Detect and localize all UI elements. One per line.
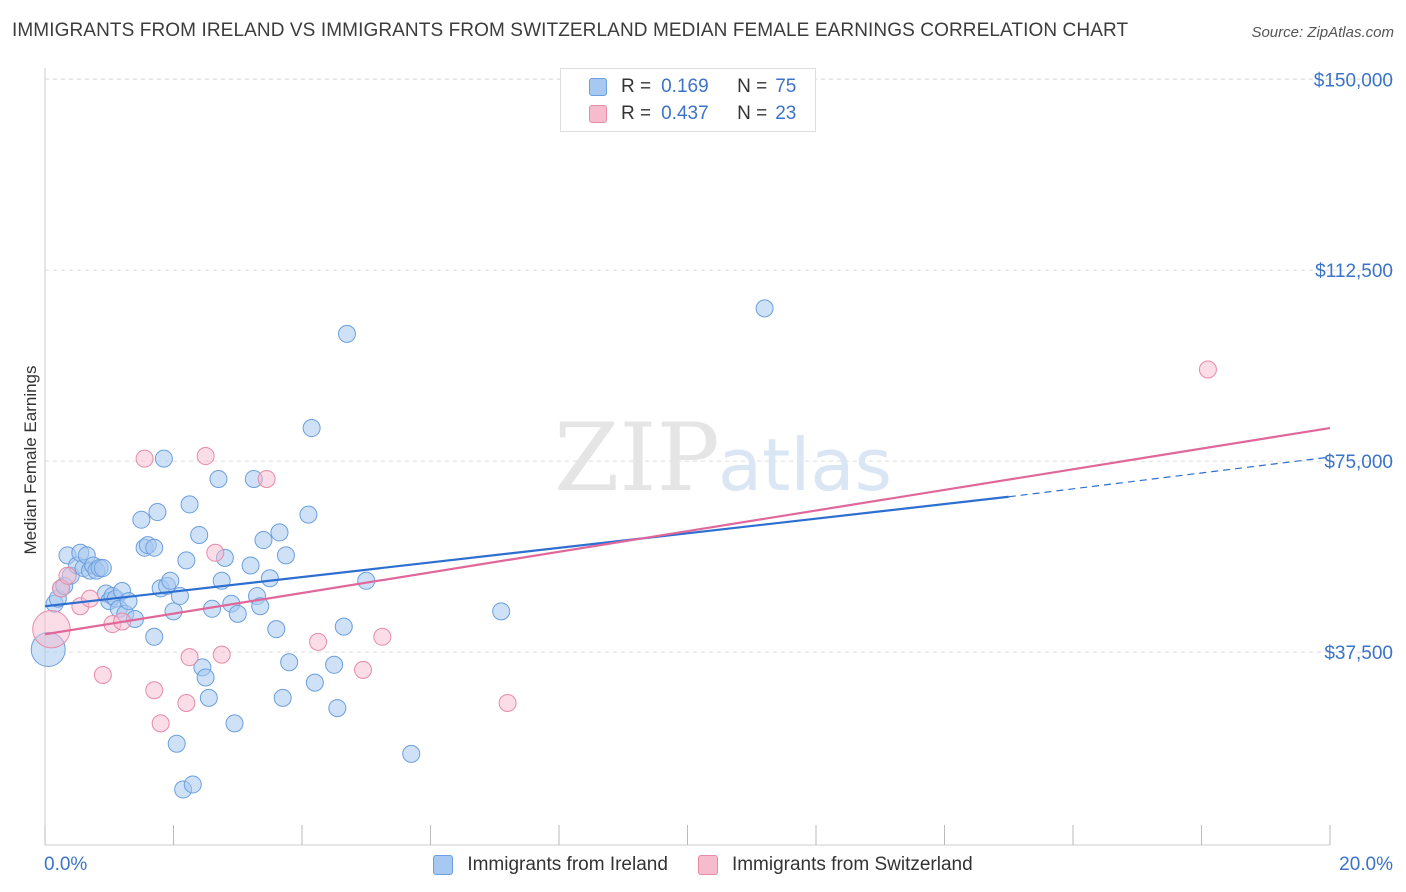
chart-title: IMMIGRANTS FROM IRELAND VS IMMIGRANTS FR… <box>12 20 1129 41</box>
ireland-point <box>260 569 279 588</box>
ireland-point <box>148 503 167 522</box>
ireland-point <box>177 551 196 570</box>
legend-label-switzerland: Immigrants from Switzerland <box>731 854 973 875</box>
ireland-point <box>280 653 299 672</box>
y-axis-title: Median Female Earnings <box>21 366 40 555</box>
ireland-point <box>334 617 353 636</box>
ireland-point <box>183 775 202 794</box>
y-tick-label: $37,500 <box>1324 643 1393 664</box>
switzerland-point <box>145 681 164 700</box>
ireland-point <box>132 510 151 529</box>
source-label: Source: ZipAtlas.com <box>1251 24 1394 41</box>
x-tick-label: 0.0% <box>44 854 87 875</box>
axis-labels: $37,500 $75,000 $112,500 $150,000 0.0% 20.0% M… <box>21 70 1393 875</box>
y-tick-label: $150,000 <box>1314 70 1393 91</box>
legend-row-switzerland: R = 0.437 N = 23 <box>589 101 796 127</box>
ireland-point <box>299 505 318 524</box>
switzerland-legend-swatch <box>697 855 718 875</box>
switzerland-point <box>80 589 99 608</box>
ireland-point <box>302 419 321 438</box>
ireland-point <box>196 668 215 687</box>
legend-n-value: 75 <box>775 76 797 97</box>
ireland-point <box>145 627 164 646</box>
ireland-point <box>251 597 270 616</box>
ireland-point <box>199 688 218 707</box>
ireland-point <box>270 523 289 542</box>
switzerland-point <box>32 609 71 649</box>
switzerland-point <box>177 693 196 712</box>
ireland-point <box>161 571 180 590</box>
data-points <box>30 299 1217 799</box>
ireland-point <box>167 734 186 753</box>
ireland-point <box>225 714 244 733</box>
switzerland-point <box>354 660 373 679</box>
switzerland-point <box>1198 360 1217 379</box>
ireland-point <box>492 602 511 621</box>
ireland-point <box>190 525 209 544</box>
legend-r-label: R = <box>621 103 652 124</box>
switzerland-trend-line <box>44 426 1331 636</box>
legend-item-switzerland[interactable]: Immigrants from Switzerland <box>697 852 973 878</box>
y-tick-label: $112,500 <box>1315 261 1393 282</box>
switzerland-point <box>498 693 517 712</box>
switzerland-point <box>135 449 154 468</box>
switzerland-point <box>206 543 225 562</box>
ireland-point <box>273 688 292 707</box>
ireland-legend-swatch <box>433 855 454 875</box>
ireland-point <box>305 673 324 692</box>
series-legend: Immigrants from Ireland Immigrants from … <box>0 852 1406 878</box>
ireland-point <box>241 556 260 575</box>
watermark: ZIP atlas <box>554 404 892 513</box>
axes <box>44 68 1331 846</box>
ireland-point <box>267 620 286 639</box>
ireland-point <box>755 299 774 318</box>
ireland-point <box>337 324 356 343</box>
legend-r-value: 0.169 <box>661 76 709 97</box>
legend-r-label: R = <box>621 76 652 97</box>
ireland-point <box>145 538 164 557</box>
switzerland-swatch <box>589 105 607 123</box>
switzerland-point <box>58 566 77 585</box>
legend-r-value: 0.437 <box>661 103 709 124</box>
x-tick-label: 20.0% <box>1339 854 1393 875</box>
ireland-point <box>254 531 273 550</box>
ireland-point <box>164 602 183 621</box>
switzerland-point <box>212 645 231 664</box>
ireland-point <box>402 744 421 763</box>
ireland-trend-extension <box>1008 456 1331 498</box>
switzerland-point <box>151 714 170 733</box>
ireland-point <box>180 495 199 514</box>
legend-n-label: N = <box>737 76 768 97</box>
legend-n-label: N = <box>737 103 768 124</box>
watermark-zip: ZIP <box>554 404 720 513</box>
ireland-point <box>93 559 112 578</box>
y-tick-label: $75,000 <box>1324 452 1393 473</box>
switzerland-point <box>196 447 215 466</box>
legend-item-ireland[interactable]: Immigrants from Ireland <box>433 852 668 878</box>
trend-lines <box>44 426 1331 636</box>
legend-n-value: 23 <box>775 103 797 124</box>
switzerland-point <box>180 648 199 667</box>
ireland-point <box>154 449 173 468</box>
ireland-trend-line <box>44 495 1009 608</box>
ireland-point <box>209 469 228 488</box>
stats-legend: R = 0.169 N = 75 R = 0.437 N = 23 <box>560 68 816 132</box>
switzerland-point <box>257 469 276 488</box>
watermark-atlas: atlas <box>718 423 892 507</box>
ireland-swatch <box>589 78 607 96</box>
ireland-point <box>228 604 247 623</box>
ireland-point <box>328 699 347 718</box>
switzerland-point <box>373 627 392 646</box>
switzerland-point <box>93 665 112 684</box>
legend-row-ireland: R = 0.169 N = 75 <box>589 74 796 100</box>
legend-label-ireland: Immigrants from Ireland <box>467 854 668 875</box>
switzerland-point <box>309 632 328 651</box>
ireland-point <box>276 546 295 565</box>
ireland-point <box>325 655 344 674</box>
